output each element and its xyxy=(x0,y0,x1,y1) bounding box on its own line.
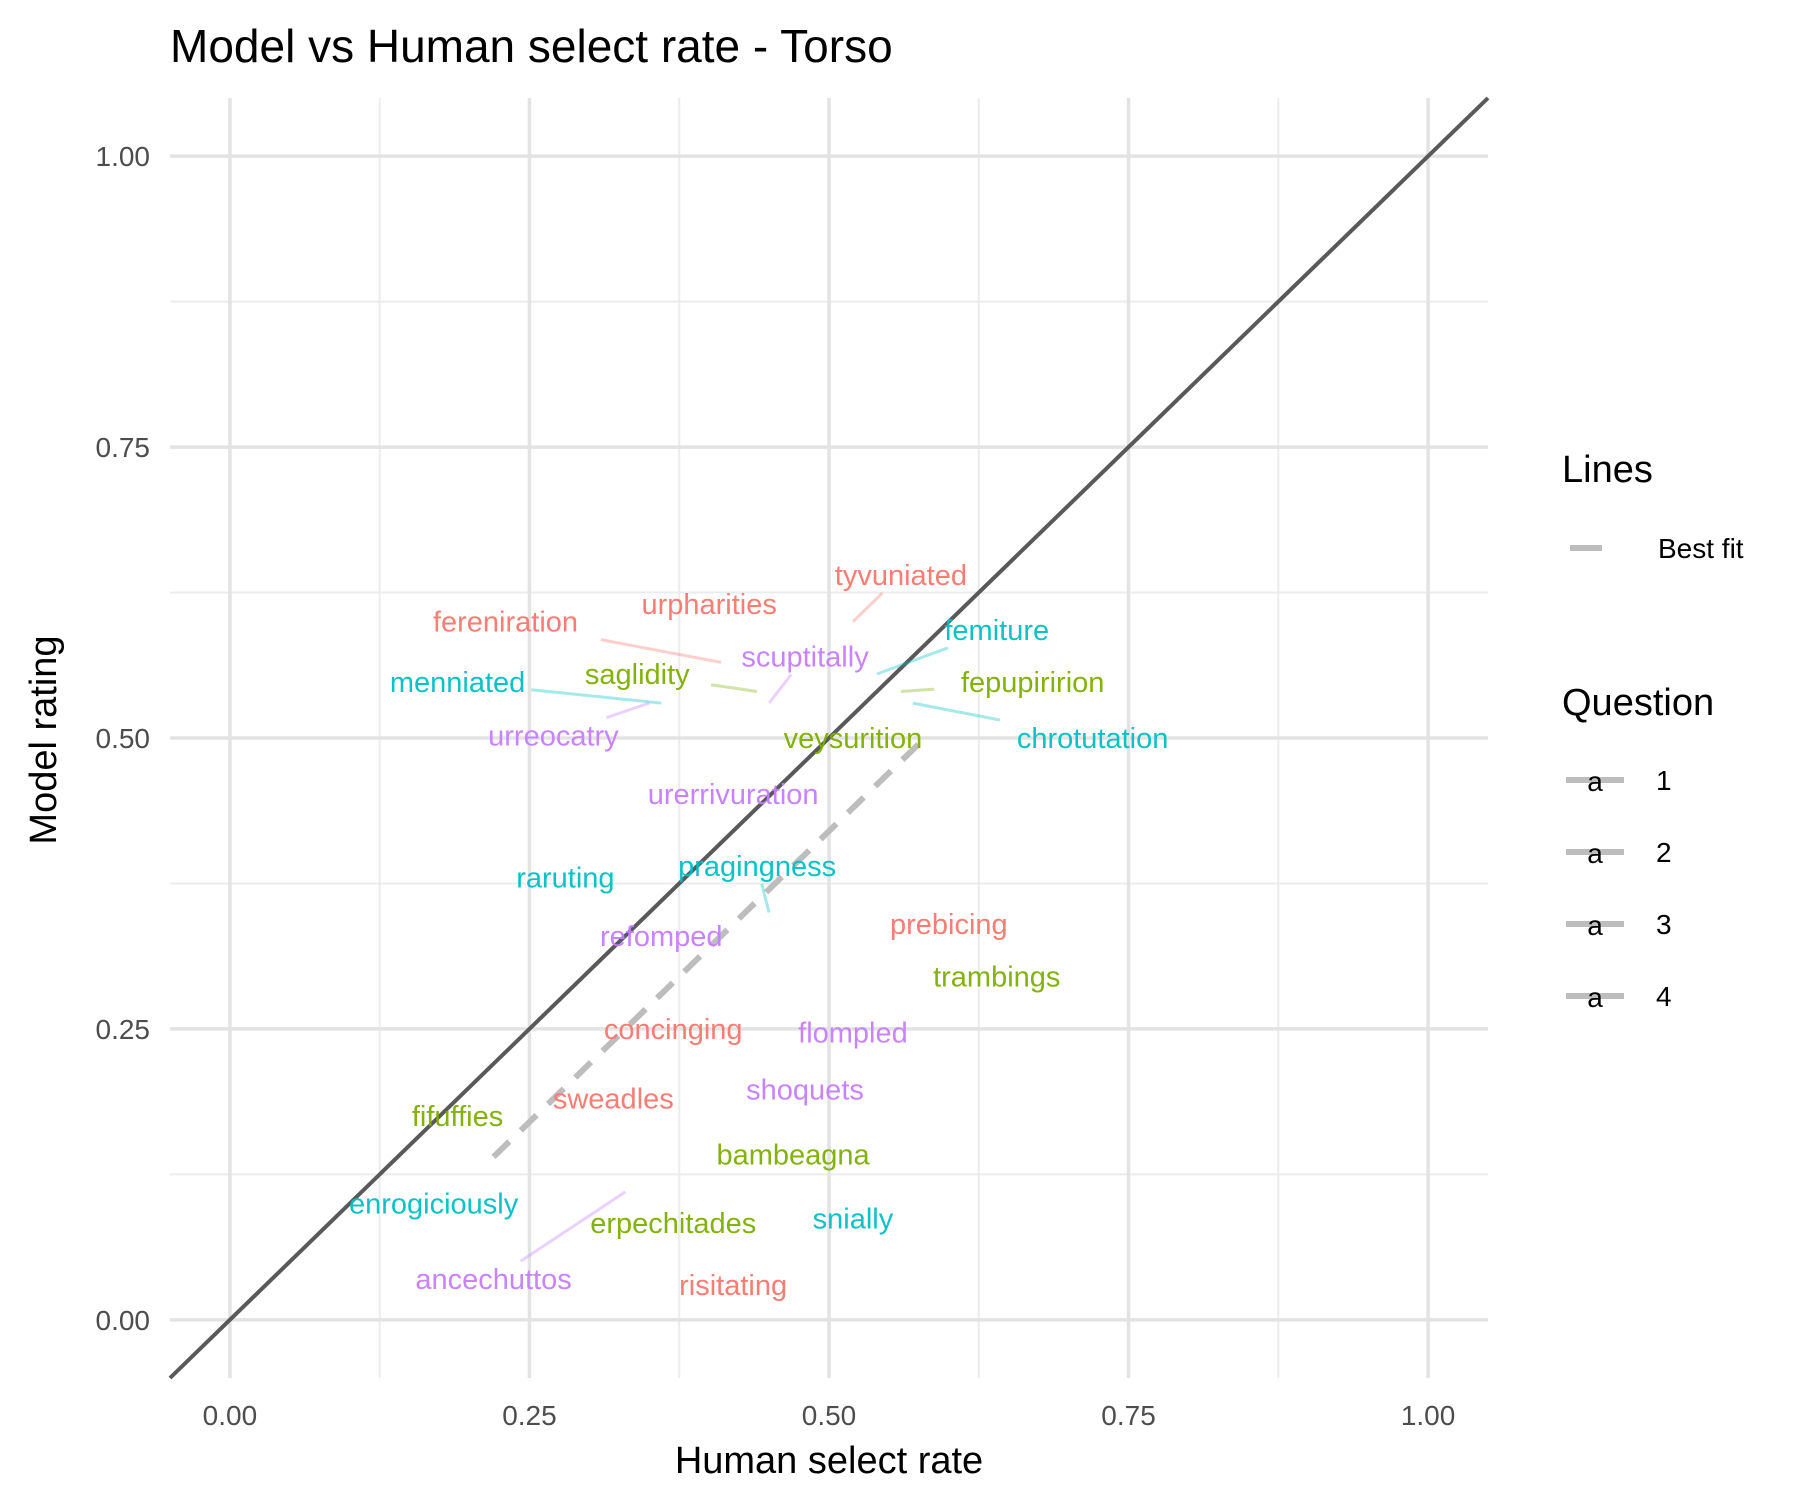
x-tick-label: 0.00 xyxy=(203,1400,258,1431)
axes: 0.00 0.25 0.50 0.75 1.00 0.00 0.25 0.50 0.75 1.00 xyxy=(96,141,1456,1431)
x-tick-label: 0.25 xyxy=(502,1400,557,1431)
x-axis-title: Human select rate xyxy=(675,1440,983,1482)
point-label-chrotutation: chrotutation xyxy=(1017,723,1169,755)
point-label-enrogiciously: enrogiciously xyxy=(349,1188,519,1220)
point-label-menniated: menniated xyxy=(390,667,525,699)
y-tick-label: 0.50 xyxy=(96,723,151,754)
label-segment xyxy=(760,883,771,913)
legend: Lines Best fit Question a 1 a 2 a 3 a 4 xyxy=(1562,449,1744,1013)
label-segment xyxy=(767,673,793,705)
point-label-sweadles: sweadles xyxy=(553,1084,674,1116)
chart-title: Model vs Human select rate - Torso xyxy=(170,20,893,72)
legend-question-label: 4 xyxy=(1656,981,1672,1012)
legend-lines-title: Lines xyxy=(1562,449,1653,491)
y-tick-label: 0.00 xyxy=(96,1305,151,1336)
label-segment xyxy=(900,687,935,693)
point-label-urpharities: urpharities xyxy=(641,589,776,621)
point-label-fepupiririon: fepupiririon xyxy=(961,667,1104,699)
point-label-flompled: flompled xyxy=(798,1017,908,1049)
point-label-tyvuniated: tyvuniated xyxy=(835,560,967,592)
point-label-pragingness: pragingness xyxy=(678,851,836,883)
legend-question-key-glyph: a xyxy=(1587,982,1603,1013)
point-label-veysurition: veysurition xyxy=(784,723,923,755)
legend-question-label: 3 xyxy=(1656,909,1672,940)
y-axis-title: Model rating xyxy=(23,635,65,844)
legend-question-label: 2 xyxy=(1656,837,1672,868)
point-label-ancechuttos: ancechuttos xyxy=(415,1264,571,1296)
y-tick-label: 0.25 xyxy=(96,1014,151,1045)
point-label-refomped: refomped xyxy=(600,921,723,953)
point-label-shoquets: shoquets xyxy=(746,1074,864,1106)
best-fit-line xyxy=(491,741,921,1160)
label-segments xyxy=(519,592,1001,1263)
legend-best-fit-label: Best fit xyxy=(1658,533,1744,564)
label-segment xyxy=(710,683,758,693)
label-segment xyxy=(600,638,722,664)
legend-question-key-glyph: a xyxy=(1587,766,1603,797)
point-label-bambeagna: bambeagna xyxy=(716,1140,870,1172)
label-segment xyxy=(876,646,949,676)
label-segment xyxy=(531,688,662,705)
reference-lines xyxy=(168,96,1490,1380)
point-labels: tyvuniated urpharities fereniration prebici… xyxy=(349,560,1168,1302)
point-label-erpechitades: erpechitades xyxy=(590,1208,756,1240)
legend-question-title: Question xyxy=(1562,682,1714,724)
point-label-prebicing: prebicing xyxy=(890,909,1008,941)
point-label-saglidity: saglidity xyxy=(585,659,690,691)
point-label-fifuffies: fifuffies xyxy=(412,1101,503,1133)
legend-question-key-glyph: a xyxy=(1587,838,1603,869)
point-label-raruting: raruting xyxy=(516,863,614,895)
label-segment xyxy=(912,701,1001,722)
point-label-trambings: trambings xyxy=(933,962,1060,994)
x-tick-label: 0.50 xyxy=(802,1400,857,1431)
x-tick-label: 1.00 xyxy=(1401,1400,1456,1431)
point-label-femiture: femiture xyxy=(944,615,1049,647)
label-segment xyxy=(851,592,884,623)
legend-question-key-glyph: a xyxy=(1587,910,1603,941)
point-label-scuptitally: scuptitally xyxy=(741,642,869,674)
point-label-concinging: concinging xyxy=(604,1014,743,1046)
legend-question-label: 1 xyxy=(1656,765,1672,796)
point-label-urerrivuration: urerrivuration xyxy=(648,779,819,811)
point-label-risitating: risitating xyxy=(679,1270,787,1302)
label-segment xyxy=(519,1190,627,1263)
point-label-snially: snially xyxy=(813,1204,894,1236)
y-tick-label: 1.00 xyxy=(96,141,151,172)
x-tick-label: 0.75 xyxy=(1101,1400,1156,1431)
identity-line xyxy=(168,96,1490,1380)
point-label-urreocatry: urreocatry xyxy=(488,721,619,753)
label-segment xyxy=(605,701,650,720)
y-tick-label: 0.75 xyxy=(96,432,151,463)
point-label-fereniration: fereniration xyxy=(433,607,578,639)
